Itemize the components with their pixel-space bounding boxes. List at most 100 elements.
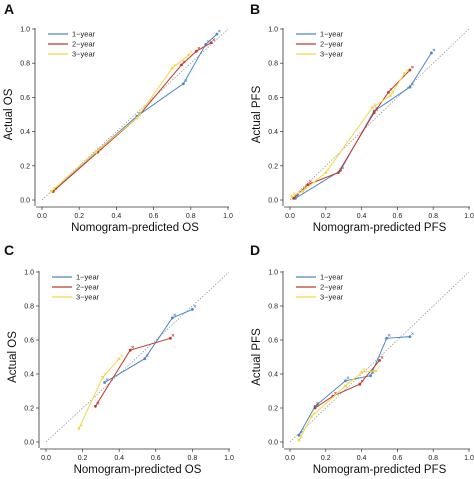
- panel-c: C 0.0 0.2 0.4 0.6 0.8 1.0 0.0 0.2 0.4 0.6 0.8 1.0 Nom…: [4, 242, 234, 476]
- y-tick-label: 0.6: [20, 95, 30, 102]
- y-tick-label: 0.2: [24, 406, 34, 413]
- bias-corrected-marker-1-year: [371, 371, 375, 375]
- x-tick-label: 0.0: [285, 213, 295, 220]
- x-tick-label: 0.0: [41, 455, 51, 462]
- bias-corrected-marker-3-year: [391, 91, 395, 95]
- bias-corrected-marker-3-year: [190, 50, 193, 54]
- x-tick-label: 0.4: [114, 455, 124, 462]
- series-line-2-year: [293, 69, 411, 199]
- x-tick-label: 1.0: [464, 213, 474, 220]
- data-point-1-year: [344, 379, 347, 383]
- bias-corrected-marker-2-year: [131, 345, 135, 349]
- x-tick-label: 0.2: [321, 213, 331, 220]
- x-axis-title: Nomogram-predicted PFS: [313, 464, 447, 476]
- data-point-2-year: [180, 63, 183, 67]
- series-line-1-year: [298, 336, 410, 436]
- data-point-3-year: [374, 369, 378, 372]
- legend-label-2-year: 2−year: [72, 40, 96, 49]
- y-axis-title: Actual OS: [3, 88, 15, 140]
- y-tick-label: 1.0: [268, 270, 278, 277]
- x-axis-title: Nomogram-predicted PFS: [313, 222, 447, 234]
- y-tick-label: 1.0: [24, 270, 34, 277]
- legend-label-2-year: 2−year: [320, 40, 344, 49]
- bias-corrected-marker-1-year: [145, 354, 149, 358]
- x-tick-label: 0.4: [357, 213, 367, 220]
- data-point-2-year: [128, 348, 132, 352]
- bias-corrected-marker-2-year: [212, 38, 216, 42]
- bias-corrected-marker-3-year: [103, 372, 107, 376]
- bias-corrected-marker-2-year: [316, 403, 319, 407]
- data-point-3-year: [297, 438, 301, 442]
- y-tick-label: 0.4: [268, 129, 278, 136]
- data-point-2-year: [372, 111, 376, 115]
- bias-corrected-marker-1-year: [346, 376, 350, 380]
- panel-letter: B: [250, 1, 260, 17]
- bias-corrected-marker-2-year: [411, 65, 414, 69]
- data-point-3-year: [360, 370, 363, 374]
- bias-corrected-marker-3-year: [292, 192, 296, 195]
- ideal-reference-line: [289, 28, 470, 201]
- y-tick-label: 0.6: [268, 95, 278, 102]
- x-tick-label: 0.8: [188, 455, 198, 462]
- bias-corrected-marker-1-year: [184, 79, 188, 83]
- bias-corrected-marker-2-year: [171, 333, 175, 337]
- legend-label-1-year: 1−year: [76, 273, 100, 282]
- x-tick-label: 0.8: [428, 213, 438, 220]
- y-tick-label: 0.2: [20, 163, 30, 170]
- data-point-3-year: [49, 190, 53, 193]
- data-point-2-year: [169, 336, 172, 340]
- series-line-3-year: [298, 370, 376, 441]
- bias-corrected-marker-3-year: [97, 147, 100, 151]
- series-line-3-year: [50, 54, 190, 192]
- data-point-2-year: [387, 90, 390, 94]
- data-point-3-year: [290, 195, 294, 198]
- x-tick-label: 0.6: [393, 455, 403, 462]
- bias-corrected-marker-3-year: [326, 168, 330, 172]
- bias-corrected-marker-2-year: [308, 180, 312, 184]
- x-tick-label: 0.6: [151, 455, 161, 462]
- y-tick-label: 0.8: [268, 61, 278, 68]
- y-tick-label: 0.4: [24, 372, 34, 379]
- bias-corrected-marker-1-year: [173, 313, 177, 317]
- legend-label-1-year: 1−year: [320, 273, 344, 282]
- y-tick-label: 0.8: [268, 304, 278, 311]
- data-point-3-year: [370, 106, 374, 110]
- data-point-3-year: [187, 53, 191, 57]
- data-point-3-year: [135, 116, 139, 120]
- bias-corrected-marker-1-year: [432, 48, 436, 52]
- panel-letter: A: [4, 1, 14, 17]
- data-point-1-year: [408, 85, 412, 89]
- data-point-2-year: [408, 68, 412, 72]
- legend-label-3-year: 3−year: [72, 50, 96, 59]
- bias-corrected-marker-1-year: [193, 304, 197, 308]
- bias-corrected-marker-1-year: [105, 378, 109, 381]
- data-point-1-year: [369, 374, 372, 378]
- y-axis-title: Actual PFS: [251, 328, 263, 386]
- bias-corrected-marker-3-year: [312, 412, 316, 415]
- bias-corrected-marker-1-year: [411, 82, 414, 86]
- y-tick-label: 0.8: [24, 304, 34, 311]
- data-point-2-year: [358, 382, 362, 386]
- data-point-3-year: [94, 150, 98, 154]
- data-point-3-year: [170, 66, 174, 70]
- x-tick-label: 0.4: [112, 213, 122, 220]
- y-tick-label: 0.0: [268, 440, 278, 447]
- data-point-2-year: [336, 171, 340, 175]
- legend-label-3-year: 3−year: [320, 293, 344, 302]
- data-point-3-year: [301, 190, 304, 193]
- series-line-2-year: [314, 360, 380, 409]
- data-point-1-year: [430, 51, 433, 55]
- x-tick-label: 0.2: [74, 213, 84, 220]
- panel-a: A 0.0 0.2 0.4 0.6 0.8 1.0 0.0 0.2 0.4 0.6 0.8 1.0 Nom…: [3, 1, 233, 234]
- x-tick-label: 0.6: [149, 213, 159, 220]
- panel-letter: D: [250, 242, 260, 258]
- bias-corrected-marker-3-year: [373, 103, 377, 107]
- data-point-1-year: [143, 357, 147, 361]
- data-point-2-year: [194, 49, 198, 53]
- x-tick-label: 1.0: [223, 213, 233, 220]
- data-point-3-year: [344, 384, 347, 388]
- y-tick-label: 0.6: [268, 338, 278, 345]
- x-tick-label: 0.2: [321, 455, 331, 462]
- data-point-2-year: [313, 406, 317, 410]
- data-point-2-year: [292, 196, 295, 200]
